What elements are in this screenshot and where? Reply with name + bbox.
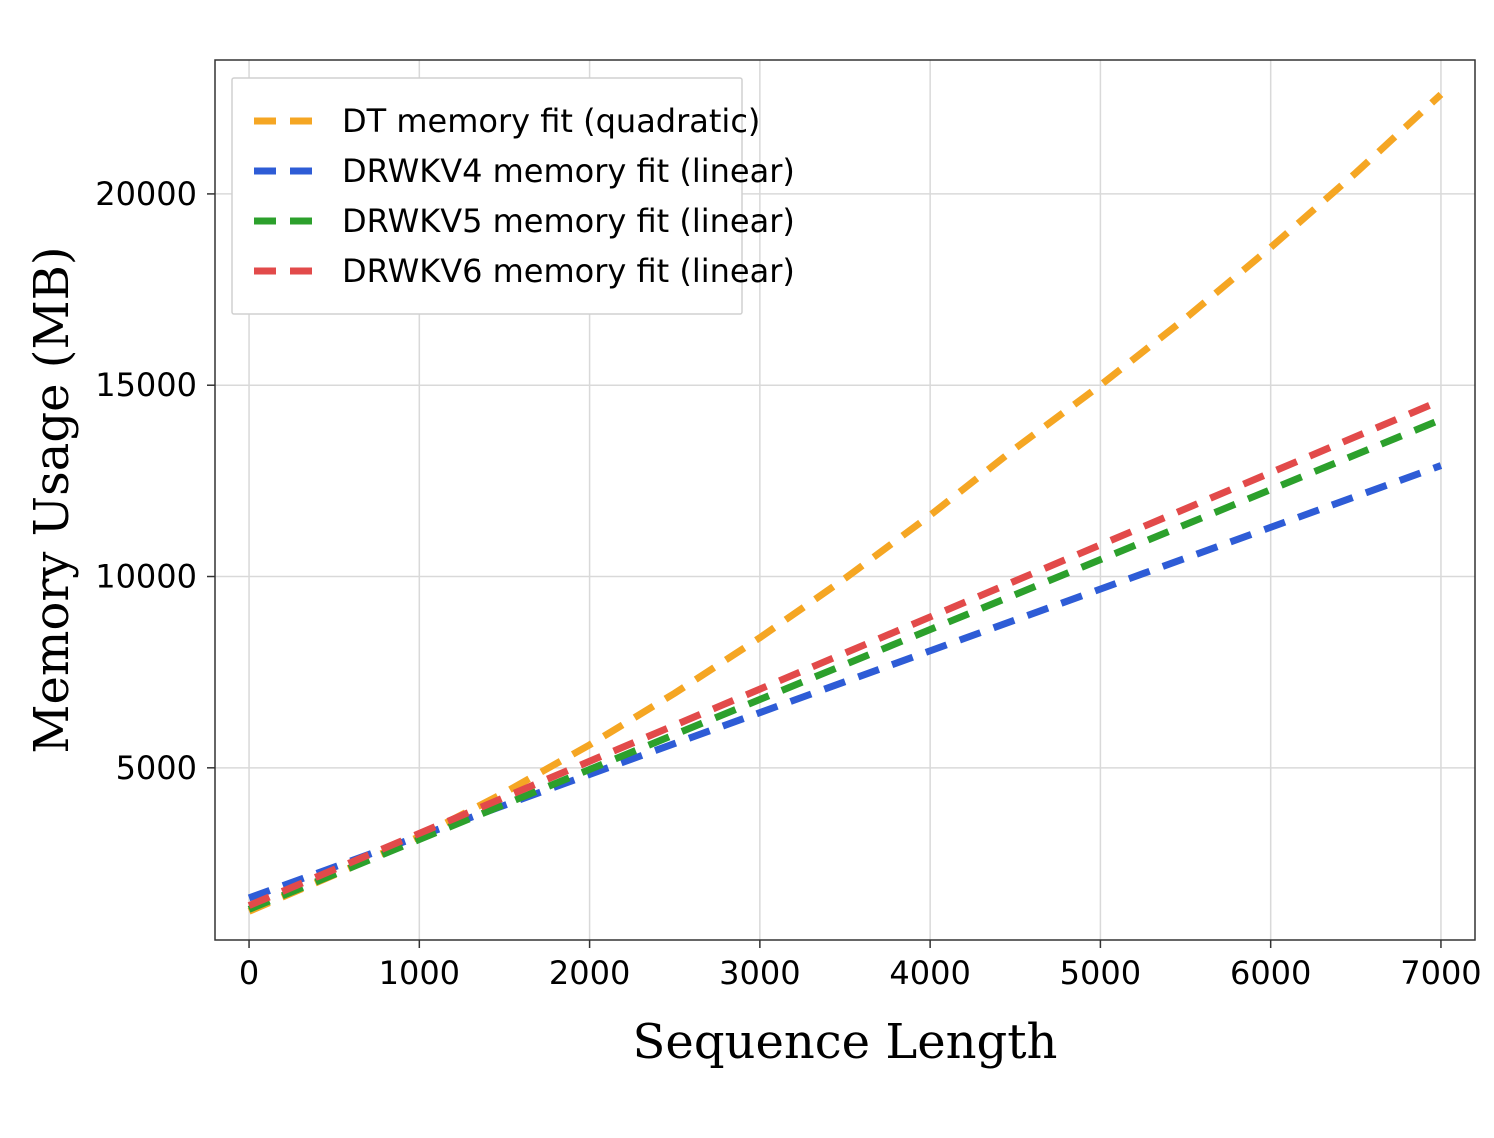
x-tick-label: 6000 — [1230, 954, 1311, 992]
y-tick-label: 5000 — [116, 749, 197, 787]
x-axis-label: Sequence Length — [633, 1014, 1058, 1070]
x-tick-label: 7000 — [1400, 954, 1481, 992]
legend-label: DRWKV4 memory fit (linear) — [342, 152, 795, 190]
y-tick-label: 10000 — [95, 558, 197, 596]
memory-usage-chart: 0 1000 2000 3000 4000 5000 6000 7000 5000 10000 15… — [20, 20, 1494, 1118]
y-axis-label: Memory Usage (MB) — [24, 246, 80, 753]
x-tick-label: 5000 — [1060, 954, 1141, 992]
legend-label: DRWKV6 memory fit (linear) — [342, 252, 795, 290]
chart-svg: 0 1000 2000 3000 4000 5000 6000 7000 5000 10000 15… — [20, 20, 1494, 1118]
x-tick-label: 2000 — [549, 954, 630, 992]
y-tick-label: 20000 — [95, 175, 197, 213]
legend-label: DT memory fit (quadratic) — [342, 102, 760, 140]
y-tick-label: 15000 — [95, 366, 197, 404]
x-tick-label: 0 — [239, 954, 259, 992]
legend: DT memory fit (quadratic) DRWKV4 memory f… — [232, 78, 795, 314]
x-tick-label: 3000 — [719, 954, 800, 992]
x-tick-label: 4000 — [889, 954, 970, 992]
x-tick-label: 1000 — [379, 954, 460, 992]
legend-label: DRWKV5 memory fit (linear) — [342, 202, 795, 240]
